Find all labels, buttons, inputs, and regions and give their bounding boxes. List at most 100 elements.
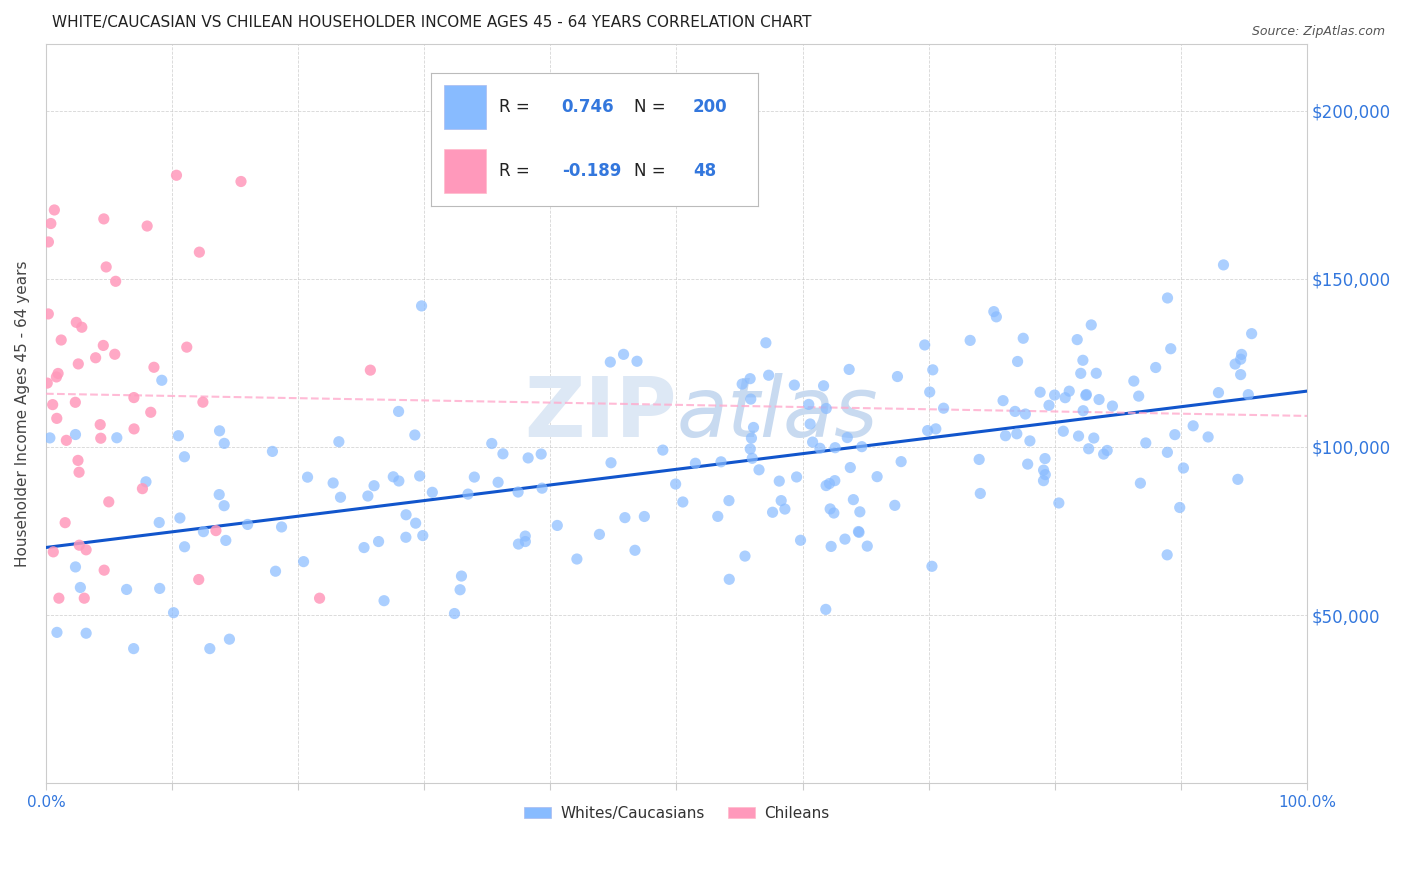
Point bbox=[173, 450, 195, 464]
Point bbox=[786, 470, 808, 484]
Point bbox=[463, 470, 485, 484]
Point bbox=[848, 524, 870, 539]
Point bbox=[848, 525, 870, 540]
Point bbox=[921, 559, 943, 574]
Point bbox=[115, 582, 138, 597]
Text: WHITE/CAUCASIAN VS CHILEAN HOUSEHOLDER INCOME AGES 45 - 64 YEARS CORRELATION CHA: WHITE/CAUCASIAN VS CHILEAN HOUSEHOLDER I… bbox=[52, 15, 811, 30]
Point bbox=[991, 393, 1014, 408]
Point bbox=[813, 379, 835, 393]
Point bbox=[481, 436, 503, 450]
Point bbox=[1164, 427, 1187, 442]
Point bbox=[740, 392, 762, 406]
Point bbox=[918, 384, 941, 399]
Point bbox=[104, 347, 127, 361]
Point bbox=[67, 357, 90, 371]
Point bbox=[983, 304, 1005, 318]
Point bbox=[1197, 430, 1219, 444]
Point bbox=[55, 434, 77, 448]
Point bbox=[308, 591, 330, 606]
Point bbox=[135, 475, 157, 489]
Point bbox=[45, 411, 67, 425]
Point bbox=[742, 420, 765, 434]
Point bbox=[530, 447, 553, 461]
Point bbox=[70, 320, 93, 334]
Point bbox=[65, 395, 87, 409]
Point bbox=[264, 564, 287, 578]
Point bbox=[613, 347, 636, 361]
Point bbox=[162, 606, 184, 620]
Point bbox=[851, 440, 873, 454]
Point bbox=[93, 211, 115, 226]
Point bbox=[443, 607, 465, 621]
Point bbox=[959, 334, 981, 348]
Point bbox=[46, 625, 69, 640]
Point bbox=[1057, 384, 1080, 399]
Point bbox=[1054, 391, 1077, 405]
Point bbox=[1092, 447, 1115, 461]
Point bbox=[1101, 399, 1123, 413]
Point bbox=[820, 540, 842, 554]
Point bbox=[1156, 291, 1178, 305]
Point bbox=[1156, 445, 1178, 459]
Point bbox=[412, 528, 434, 542]
Point bbox=[624, 543, 647, 558]
Point bbox=[783, 378, 806, 392]
Point bbox=[176, 340, 198, 354]
Point bbox=[823, 506, 845, 520]
Point bbox=[405, 516, 427, 531]
Point bbox=[799, 417, 821, 431]
Point bbox=[96, 260, 118, 274]
Point bbox=[329, 490, 352, 504]
Point bbox=[139, 405, 162, 419]
Point bbox=[142, 360, 165, 375]
Point bbox=[131, 482, 153, 496]
Point bbox=[51, 333, 73, 347]
Point bbox=[450, 569, 472, 583]
Point bbox=[388, 474, 411, 488]
Point bbox=[48, 591, 70, 606]
Point bbox=[773, 502, 796, 516]
Point bbox=[613, 510, 636, 524]
Point bbox=[187, 573, 209, 587]
Point bbox=[672, 495, 695, 509]
Point bbox=[67, 465, 90, 479]
Point bbox=[37, 376, 59, 390]
Point bbox=[917, 424, 939, 438]
Point bbox=[839, 460, 862, 475]
Point bbox=[357, 489, 380, 503]
Point bbox=[1122, 374, 1144, 388]
Point bbox=[1077, 442, 1099, 456]
Point bbox=[205, 524, 228, 538]
Point bbox=[188, 245, 211, 260]
Point bbox=[166, 168, 188, 182]
Point bbox=[1230, 347, 1253, 361]
Point bbox=[801, 435, 824, 450]
Point bbox=[506, 485, 529, 500]
Point bbox=[886, 369, 908, 384]
Point bbox=[1085, 366, 1108, 380]
Point bbox=[420, 485, 443, 500]
Point bbox=[921, 363, 943, 377]
Text: ZIP: ZIP bbox=[524, 373, 676, 454]
Point bbox=[136, 219, 159, 233]
Point bbox=[517, 450, 540, 465]
Point bbox=[1038, 398, 1060, 412]
Point bbox=[1043, 388, 1066, 402]
Point bbox=[531, 481, 554, 495]
Point bbox=[741, 451, 763, 466]
Point bbox=[740, 431, 762, 445]
Point bbox=[842, 492, 865, 507]
Point bbox=[546, 518, 568, 533]
Point bbox=[834, 532, 856, 546]
Point bbox=[633, 509, 655, 524]
Point bbox=[600, 456, 623, 470]
Point bbox=[824, 441, 846, 455]
Point bbox=[1240, 326, 1263, 341]
Point bbox=[710, 455, 733, 469]
Point bbox=[1032, 474, 1054, 488]
Point bbox=[297, 470, 319, 484]
Point bbox=[994, 428, 1017, 442]
Point bbox=[731, 377, 754, 392]
Point bbox=[353, 541, 375, 555]
Point bbox=[1074, 388, 1097, 402]
